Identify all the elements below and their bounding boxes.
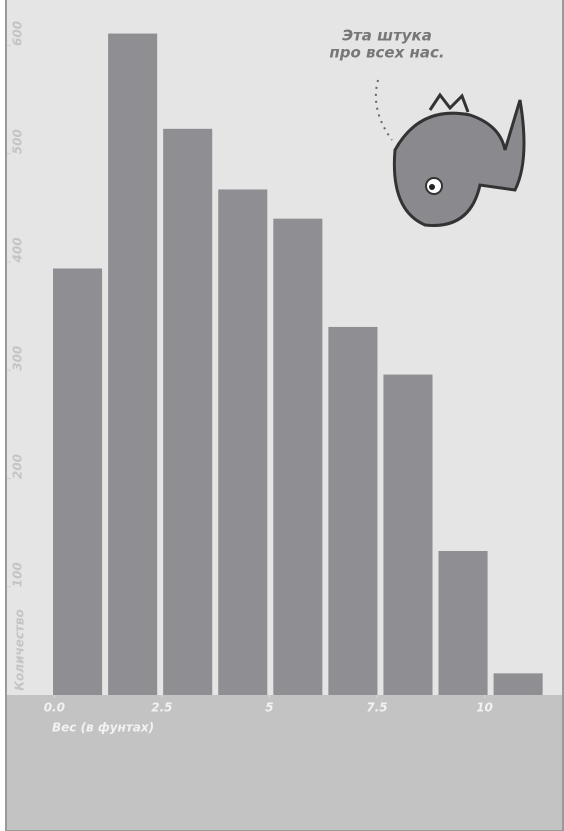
y-tick-label: 400 [11, 237, 25, 263]
x-tick-label: 5 [265, 701, 273, 715]
bar [163, 128, 213, 696]
y-tick-label: 200 [11, 454, 25, 479]
x-tick-label: 7.5 [366, 701, 387, 715]
bar [108, 33, 158, 695]
x-axis-label: Вес (в фунтах) [52, 721, 154, 735]
y-tick-label: 100 [11, 562, 25, 587]
y-tick-label: 300 [11, 346, 25, 371]
annotation-line: про всех нас. [329, 44, 444, 62]
bar [273, 218, 323, 695]
bar [383, 374, 433, 695]
bar [493, 673, 543, 695]
x-tick-label: 10 [476, 701, 493, 715]
y-tick-label: 500 [11, 129, 25, 154]
fish-illustration [374, 79, 526, 227]
y-tick-label: 600 [11, 21, 25, 46]
bar [438, 551, 488, 695]
pointer-line [374, 79, 393, 141]
bar [328, 326, 378, 695]
y-axis-label: Количество [13, 609, 27, 691]
bar [218, 189, 268, 696]
fish-fin [428, 92, 470, 113]
bar [53, 268, 103, 695]
fish-body [392, 99, 526, 227]
annotation-line: Эта штука [342, 27, 432, 45]
x-tick-label: 0.0 [44, 701, 65, 715]
fish-pupil [429, 184, 435, 190]
x-tick-label: 2.5 [151, 701, 172, 715]
